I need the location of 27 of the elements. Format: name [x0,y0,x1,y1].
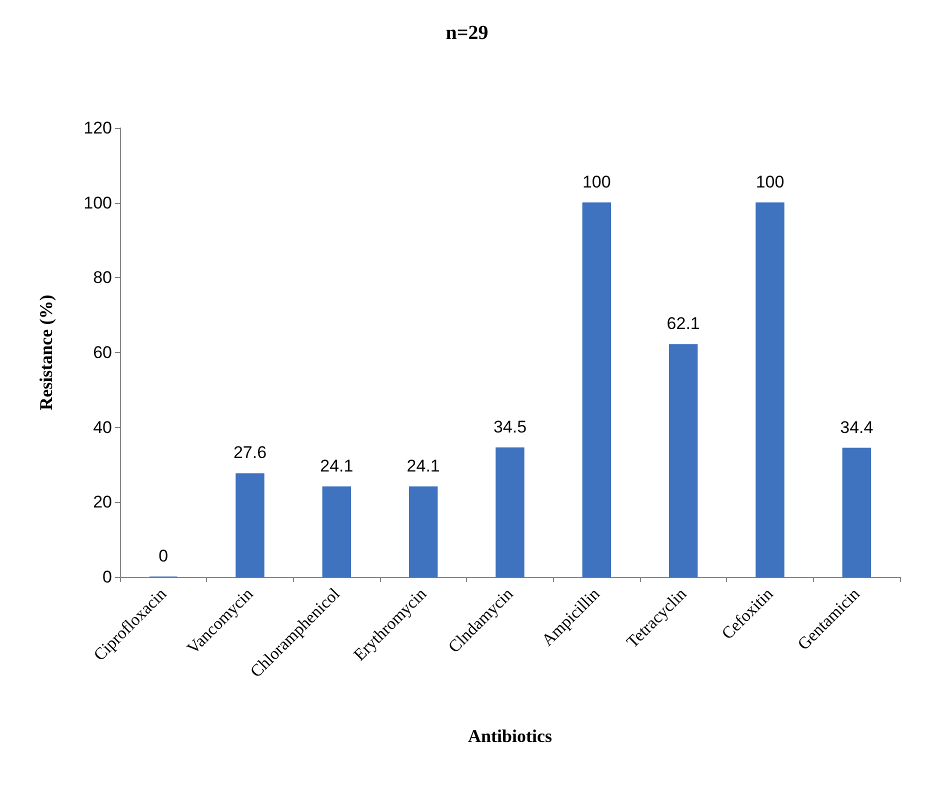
y-tick-label: 0 [102,568,112,586]
bar [756,202,784,578]
y-tick-label: 60 [93,343,112,362]
y-tick-label: 80 [93,268,112,288]
data-label: 100 [756,172,784,192]
bar [842,448,872,578]
y-tick-label: 20 [93,492,112,512]
data-label: 0 [158,546,168,566]
data-label: 62.1 [666,314,700,334]
data-label: 27.6 [233,443,267,462]
y-tick-label: 120 [84,118,112,138]
bar [408,486,438,578]
data-label: 34.5 [493,417,527,436]
data-label: 100 [582,172,611,192]
data-label: 24.1 [406,456,440,476]
y-tick-label: 100 [84,193,112,212]
y-tick-label: 40 [93,418,112,437]
bar [496,447,524,578]
x-axis-title: Antibiotics [468,726,552,746]
y-axis-title: Resistance (%) [36,294,56,410]
bar [236,473,264,578]
data-label: 24.1 [320,456,354,476]
chart-title: n=29 [446,22,488,44]
bar [668,344,698,578]
bar [582,202,612,578]
bar [322,486,352,578]
data-label: 34.4 [840,418,874,437]
